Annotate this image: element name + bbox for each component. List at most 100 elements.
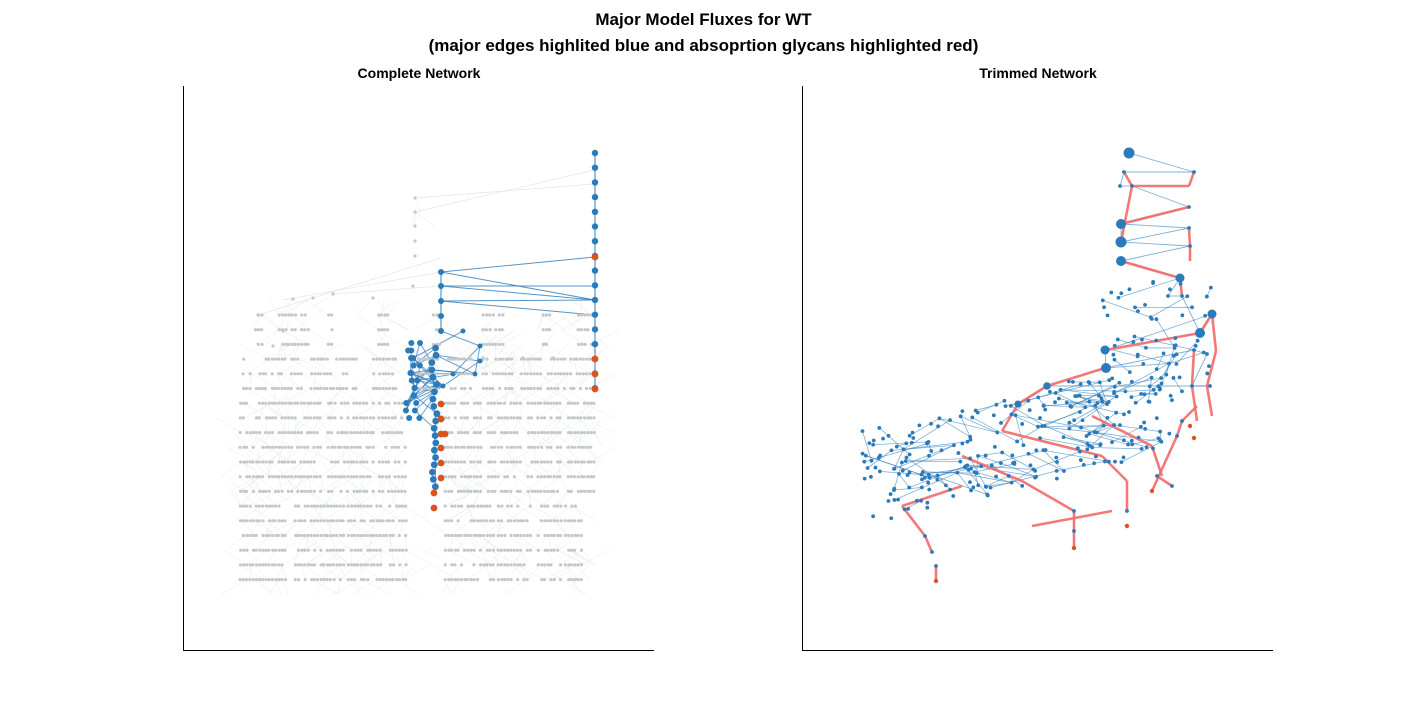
network-node bbox=[960, 441, 965, 446]
gray-node bbox=[569, 489, 573, 493]
gray-node bbox=[558, 533, 563, 538]
gray-node bbox=[284, 328, 288, 332]
gray-node bbox=[290, 445, 294, 449]
gray-edge bbox=[385, 358, 400, 375]
gray-edge bbox=[448, 520, 472, 536]
gray-edge bbox=[358, 505, 379, 522]
gray-node bbox=[242, 519, 246, 523]
gray-edge bbox=[514, 476, 518, 492]
gray-edge bbox=[237, 447, 257, 463]
gray-edge bbox=[278, 388, 308, 404]
gray-node bbox=[481, 313, 485, 317]
gray-edge bbox=[574, 564, 590, 580]
gray-node bbox=[447, 533, 451, 538]
gray-node bbox=[459, 533, 463, 538]
network-edge bbox=[1181, 295, 1201, 334]
network-edge bbox=[1005, 392, 1056, 407]
gray-edge bbox=[539, 476, 561, 492]
gray-node bbox=[552, 533, 556, 538]
gray-edge bbox=[324, 520, 341, 536]
network-node bbox=[1154, 338, 1159, 343]
gray-edge bbox=[297, 476, 303, 492]
network-edge bbox=[1087, 424, 1115, 450]
gray-node bbox=[302, 460, 307, 464]
gray-node bbox=[369, 548, 373, 552]
gray-node bbox=[573, 519, 577, 523]
gray-node bbox=[533, 489, 537, 493]
gray-node bbox=[556, 533, 560, 538]
major-edge bbox=[435, 354, 476, 375]
gray-node bbox=[567, 519, 571, 523]
gray-node bbox=[361, 460, 366, 464]
gray-edge bbox=[294, 461, 305, 477]
gray-edge bbox=[354, 579, 362, 595]
gray-edge bbox=[452, 520, 472, 536]
gray-node bbox=[318, 489, 323, 493]
network-node bbox=[1098, 443, 1103, 448]
gray-edge bbox=[440, 579, 453, 595]
network-edge bbox=[964, 466, 988, 495]
gray-edge bbox=[511, 491, 529, 507]
gray-edge bbox=[385, 476, 402, 492]
network-node bbox=[1122, 412, 1126, 417]
gray-node bbox=[569, 372, 573, 376]
gray-node bbox=[497, 328, 502, 332]
gray-edge bbox=[319, 505, 349, 522]
gray-edge bbox=[547, 447, 574, 463]
gray-node bbox=[485, 357, 489, 361]
gray-node bbox=[339, 489, 343, 493]
gray-node bbox=[552, 519, 557, 523]
gray-node bbox=[488, 504, 492, 508]
network-node bbox=[1130, 184, 1134, 188]
major-node bbox=[411, 385, 418, 391]
network-edge bbox=[1114, 359, 1131, 373]
gray-node bbox=[592, 401, 596, 405]
gray-node bbox=[261, 578, 265, 582]
gray-node bbox=[362, 504, 366, 508]
gray-node bbox=[543, 504, 547, 508]
network-node bbox=[896, 497, 900, 502]
absorption-node bbox=[591, 370, 599, 378]
gray-node bbox=[305, 416, 309, 420]
gray-node bbox=[579, 533, 583, 538]
major-node bbox=[429, 373, 437, 381]
gray-edge bbox=[348, 461, 352, 477]
gray-edge bbox=[504, 388, 510, 404]
network-edge bbox=[1094, 431, 1162, 443]
network-node bbox=[903, 459, 908, 464]
gray-edge bbox=[337, 579, 341, 595]
gray-node bbox=[366, 533, 370, 538]
network-node bbox=[1149, 375, 1154, 380]
absorption-edge bbox=[961, 454, 1023, 483]
gray-node bbox=[386, 313, 390, 317]
network-node bbox=[1174, 362, 1179, 366]
gray-node bbox=[329, 401, 333, 405]
network-edge bbox=[1131, 185, 1190, 208]
major-node bbox=[413, 400, 420, 406]
gray-node bbox=[545, 431, 550, 435]
gray-edge bbox=[517, 564, 545, 580]
gray-node bbox=[530, 401, 534, 405]
gray-node bbox=[443, 504, 447, 508]
gray-edge bbox=[309, 447, 332, 463]
network-node bbox=[1208, 384, 1212, 388]
gray-node bbox=[572, 401, 577, 405]
gray-edge bbox=[454, 491, 472, 507]
gray-node bbox=[443, 563, 447, 567]
gray-edge bbox=[491, 388, 494, 404]
gray-node bbox=[287, 342, 291, 346]
gray-edge bbox=[348, 476, 358, 492]
absorption-edge bbox=[1031, 509, 1113, 528]
gray-edge bbox=[566, 564, 579, 580]
gray-node bbox=[378, 372, 382, 376]
gray-node bbox=[270, 357, 274, 361]
gray-node bbox=[358, 475, 363, 479]
gray-edge bbox=[486, 329, 509, 345]
gray-edge bbox=[321, 461, 336, 477]
gray-edge bbox=[234, 491, 241, 507]
gray-edge bbox=[527, 491, 532, 507]
gray-node bbox=[375, 548, 379, 552]
gray-node bbox=[377, 475, 382, 479]
gray-node bbox=[283, 533, 287, 538]
gray-edge bbox=[250, 491, 277, 507]
